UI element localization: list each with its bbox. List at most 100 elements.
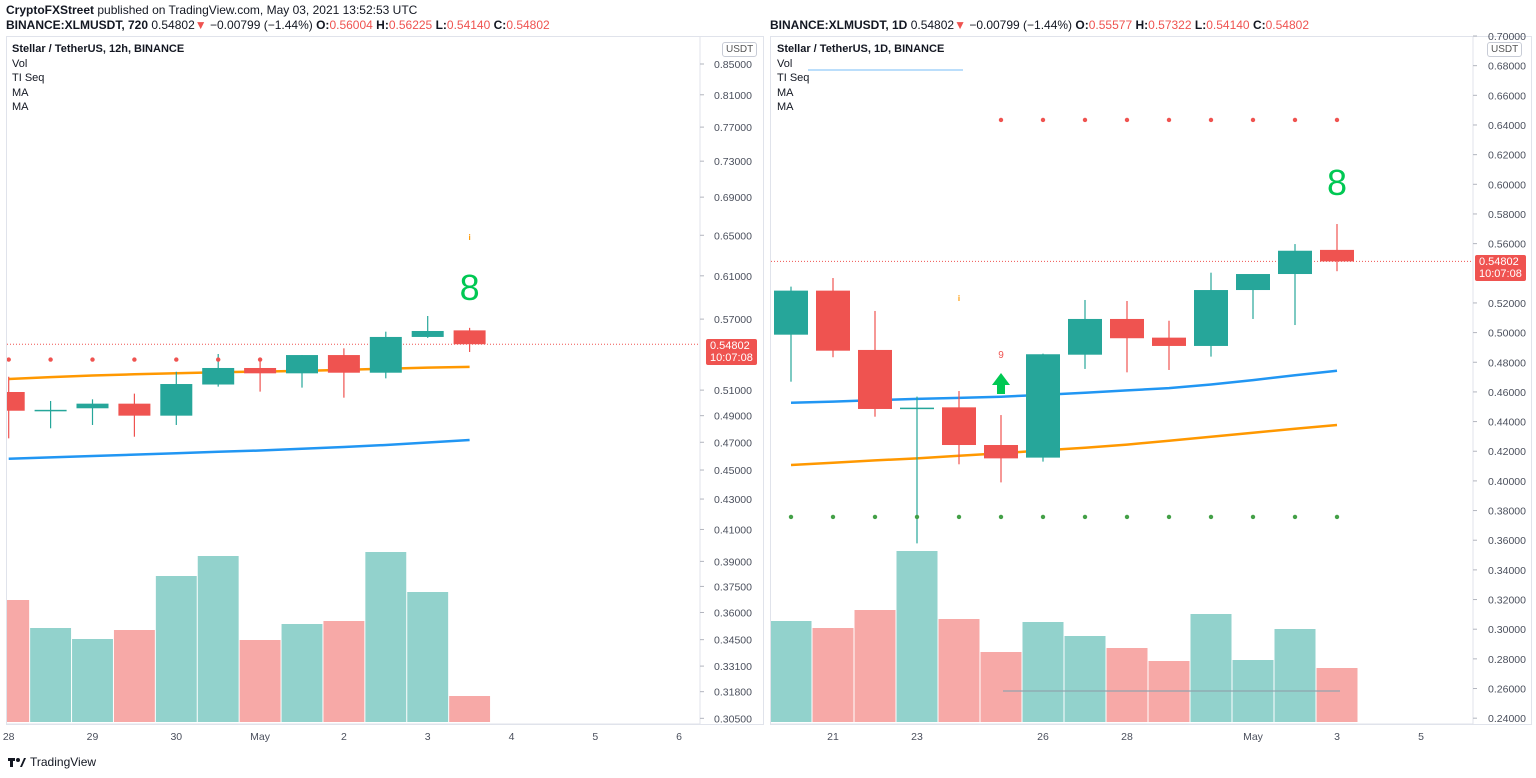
y-tick-label: 0.64000 — [1488, 120, 1526, 132]
candle — [244, 360, 277, 392]
tradingview-logo[interactable]: TradingView — [8, 755, 96, 769]
x-tick-label: 3 — [1334, 731, 1340, 743]
y-tick-label: 0.47000 — [714, 437, 752, 449]
y-tick-label: 0.28000 — [1488, 654, 1526, 666]
legend-title: Stellar / TetherUS, 12h, BINANCE — [12, 43, 185, 55]
y-tick-label: 0.30000 — [1488, 624, 1526, 636]
legend-ma[interactable]: MA — [777, 86, 794, 99]
candle-body — [369, 336, 402, 373]
plot-area: 8i — [7, 233, 700, 722]
candle-body — [160, 384, 193, 416]
x-tick-label: 4 — [509, 731, 515, 743]
legend-ma[interactable]: MA — [777, 101, 794, 113]
x-tick-label: 21 — [827, 731, 839, 743]
currency-button[interactable]: USDT — [722, 42, 758, 57]
seq-support-dot — [1208, 514, 1214, 520]
currency-button[interactable]: USDT — [1487, 42, 1523, 57]
candle-body — [1110, 318, 1144, 339]
y-tick-label: 0.38000 — [1488, 506, 1526, 518]
seq-support-dot — [1082, 514, 1088, 520]
y-tick-label: 0.45000 — [714, 465, 752, 477]
seq-resistance-dot — [216, 357, 221, 362]
candle — [1320, 224, 1354, 272]
close: 0.54802 — [1265, 18, 1310, 32]
low: 0.54140 — [446, 18, 491, 32]
publish-info: published on TradingView.com, May 03, 20… — [97, 3, 418, 17]
candle — [1026, 353, 1060, 462]
legend-vol[interactable]: Vol — [12, 57, 28, 70]
volume-bar — [1106, 648, 1148, 722]
price-change: −0.00799 (−1.44%) — [969, 18, 1073, 32]
down-triangle-icon: ▼ — [194, 18, 207, 32]
vol-legend-underline — [808, 69, 963, 71]
candle-body — [900, 407, 934, 410]
candle — [858, 310, 892, 417]
candle-body — [942, 407, 976, 446]
y-tick-label: 0.58000 — [1488, 209, 1526, 221]
seq-resistance-dot — [1082, 117, 1088, 123]
x-tick-label: 2 — [341, 731, 347, 743]
y-tick-label: 0.65000 — [714, 230, 752, 242]
volume-bar — [7, 600, 30, 722]
seq-support-dot — [830, 514, 836, 520]
legend-right: Stellar / TetherUS, 1D, BINANCE Vol TI S… — [777, 42, 944, 115]
price-tag-right: 0.54802 10:07:08 — [1475, 255, 1526, 281]
seq-support-dot — [914, 514, 920, 520]
y-tick-label: 0.68000 — [1488, 61, 1526, 73]
x-tick-label: 3 — [425, 731, 431, 743]
seq-count-label: 8 — [460, 267, 480, 308]
seq-support-dot — [1166, 514, 1172, 520]
chart-right: 8 i 9 0.70000 0.68000 0.66000 0.64000 0.62000 0.… — [771, 31, 1526, 743]
seq-resistance-dot — [90, 357, 95, 362]
candle-body — [1236, 274, 1270, 291]
last-price: 0.54802 — [910, 18, 955, 32]
x-tick-label: 26 — [1037, 731, 1049, 743]
candle-body — [1194, 290, 1228, 346]
publisher-line: CryptoFXStreet published on TradingView.… — [6, 3, 417, 17]
candle — [453, 327, 486, 352]
y-tick-label: 0.43000 — [714, 494, 752, 506]
volume-bar — [1190, 614, 1232, 722]
y-tick-label: 0.66000 — [1488, 90, 1526, 102]
y-tick-label: 0.39000 — [714, 556, 752, 568]
seq-support-dot — [1040, 514, 1046, 520]
candle — [76, 399, 109, 425]
y-tick-label: 0.81000 — [714, 90, 752, 102]
candle-body — [286, 355, 318, 374]
legend-ti-seq[interactable]: TI Seq — [777, 72, 810, 84]
volume-bar — [407, 592, 449, 722]
candle — [34, 400, 67, 429]
candle — [900, 396, 934, 544]
legend-ma[interactable]: MA — [12, 86, 29, 99]
legend-vol[interactable]: Vol — [777, 57, 793, 70]
volume-bar — [72, 639, 113, 722]
seq-support-dot — [872, 514, 878, 520]
seq-support-dot — [1250, 514, 1256, 520]
symbol: BINANCE:XLMUSDT, 720 — [6, 18, 149, 32]
buy-arrow-up-icon — [992, 373, 1010, 394]
y-tick-label: 0.31800 — [714, 687, 752, 699]
last-price: 0.54802 — [151, 18, 195, 32]
candle — [1152, 320, 1186, 370]
y-tick-label: 0.41000 — [714, 524, 752, 536]
y-tick-label: 0.32000 — [1488, 595, 1526, 607]
volume-bar — [771, 621, 812, 722]
x-tick-label: May — [250, 731, 271, 743]
symbol: BINANCE:XLMUSDT, 1D — [770, 18, 908, 32]
legend-ma[interactable]: MA — [12, 101, 29, 113]
legend-ti-seq[interactable]: TI Seq — [12, 72, 45, 84]
candle — [327, 348, 360, 398]
tag-countdown: 10:07:08 — [1479, 268, 1522, 280]
seq-nine-label: 9 — [998, 350, 1004, 361]
y-tick-label: 0.52000 — [1488, 298, 1526, 310]
price-tag-left: 0.54802 10:07:08 — [706, 339, 757, 365]
candle — [1068, 299, 1102, 369]
y-tick-label: 0.24000 — [1488, 713, 1526, 725]
y-tick-label: 0.40000 — [1488, 476, 1526, 488]
volume-bar — [365, 552, 407, 722]
y-tick-label: 0.69000 — [714, 192, 752, 204]
y-tick-label: 0.26000 — [1488, 684, 1526, 696]
seq-support-dot — [1334, 514, 1340, 520]
volume-bar — [1064, 636, 1106, 722]
